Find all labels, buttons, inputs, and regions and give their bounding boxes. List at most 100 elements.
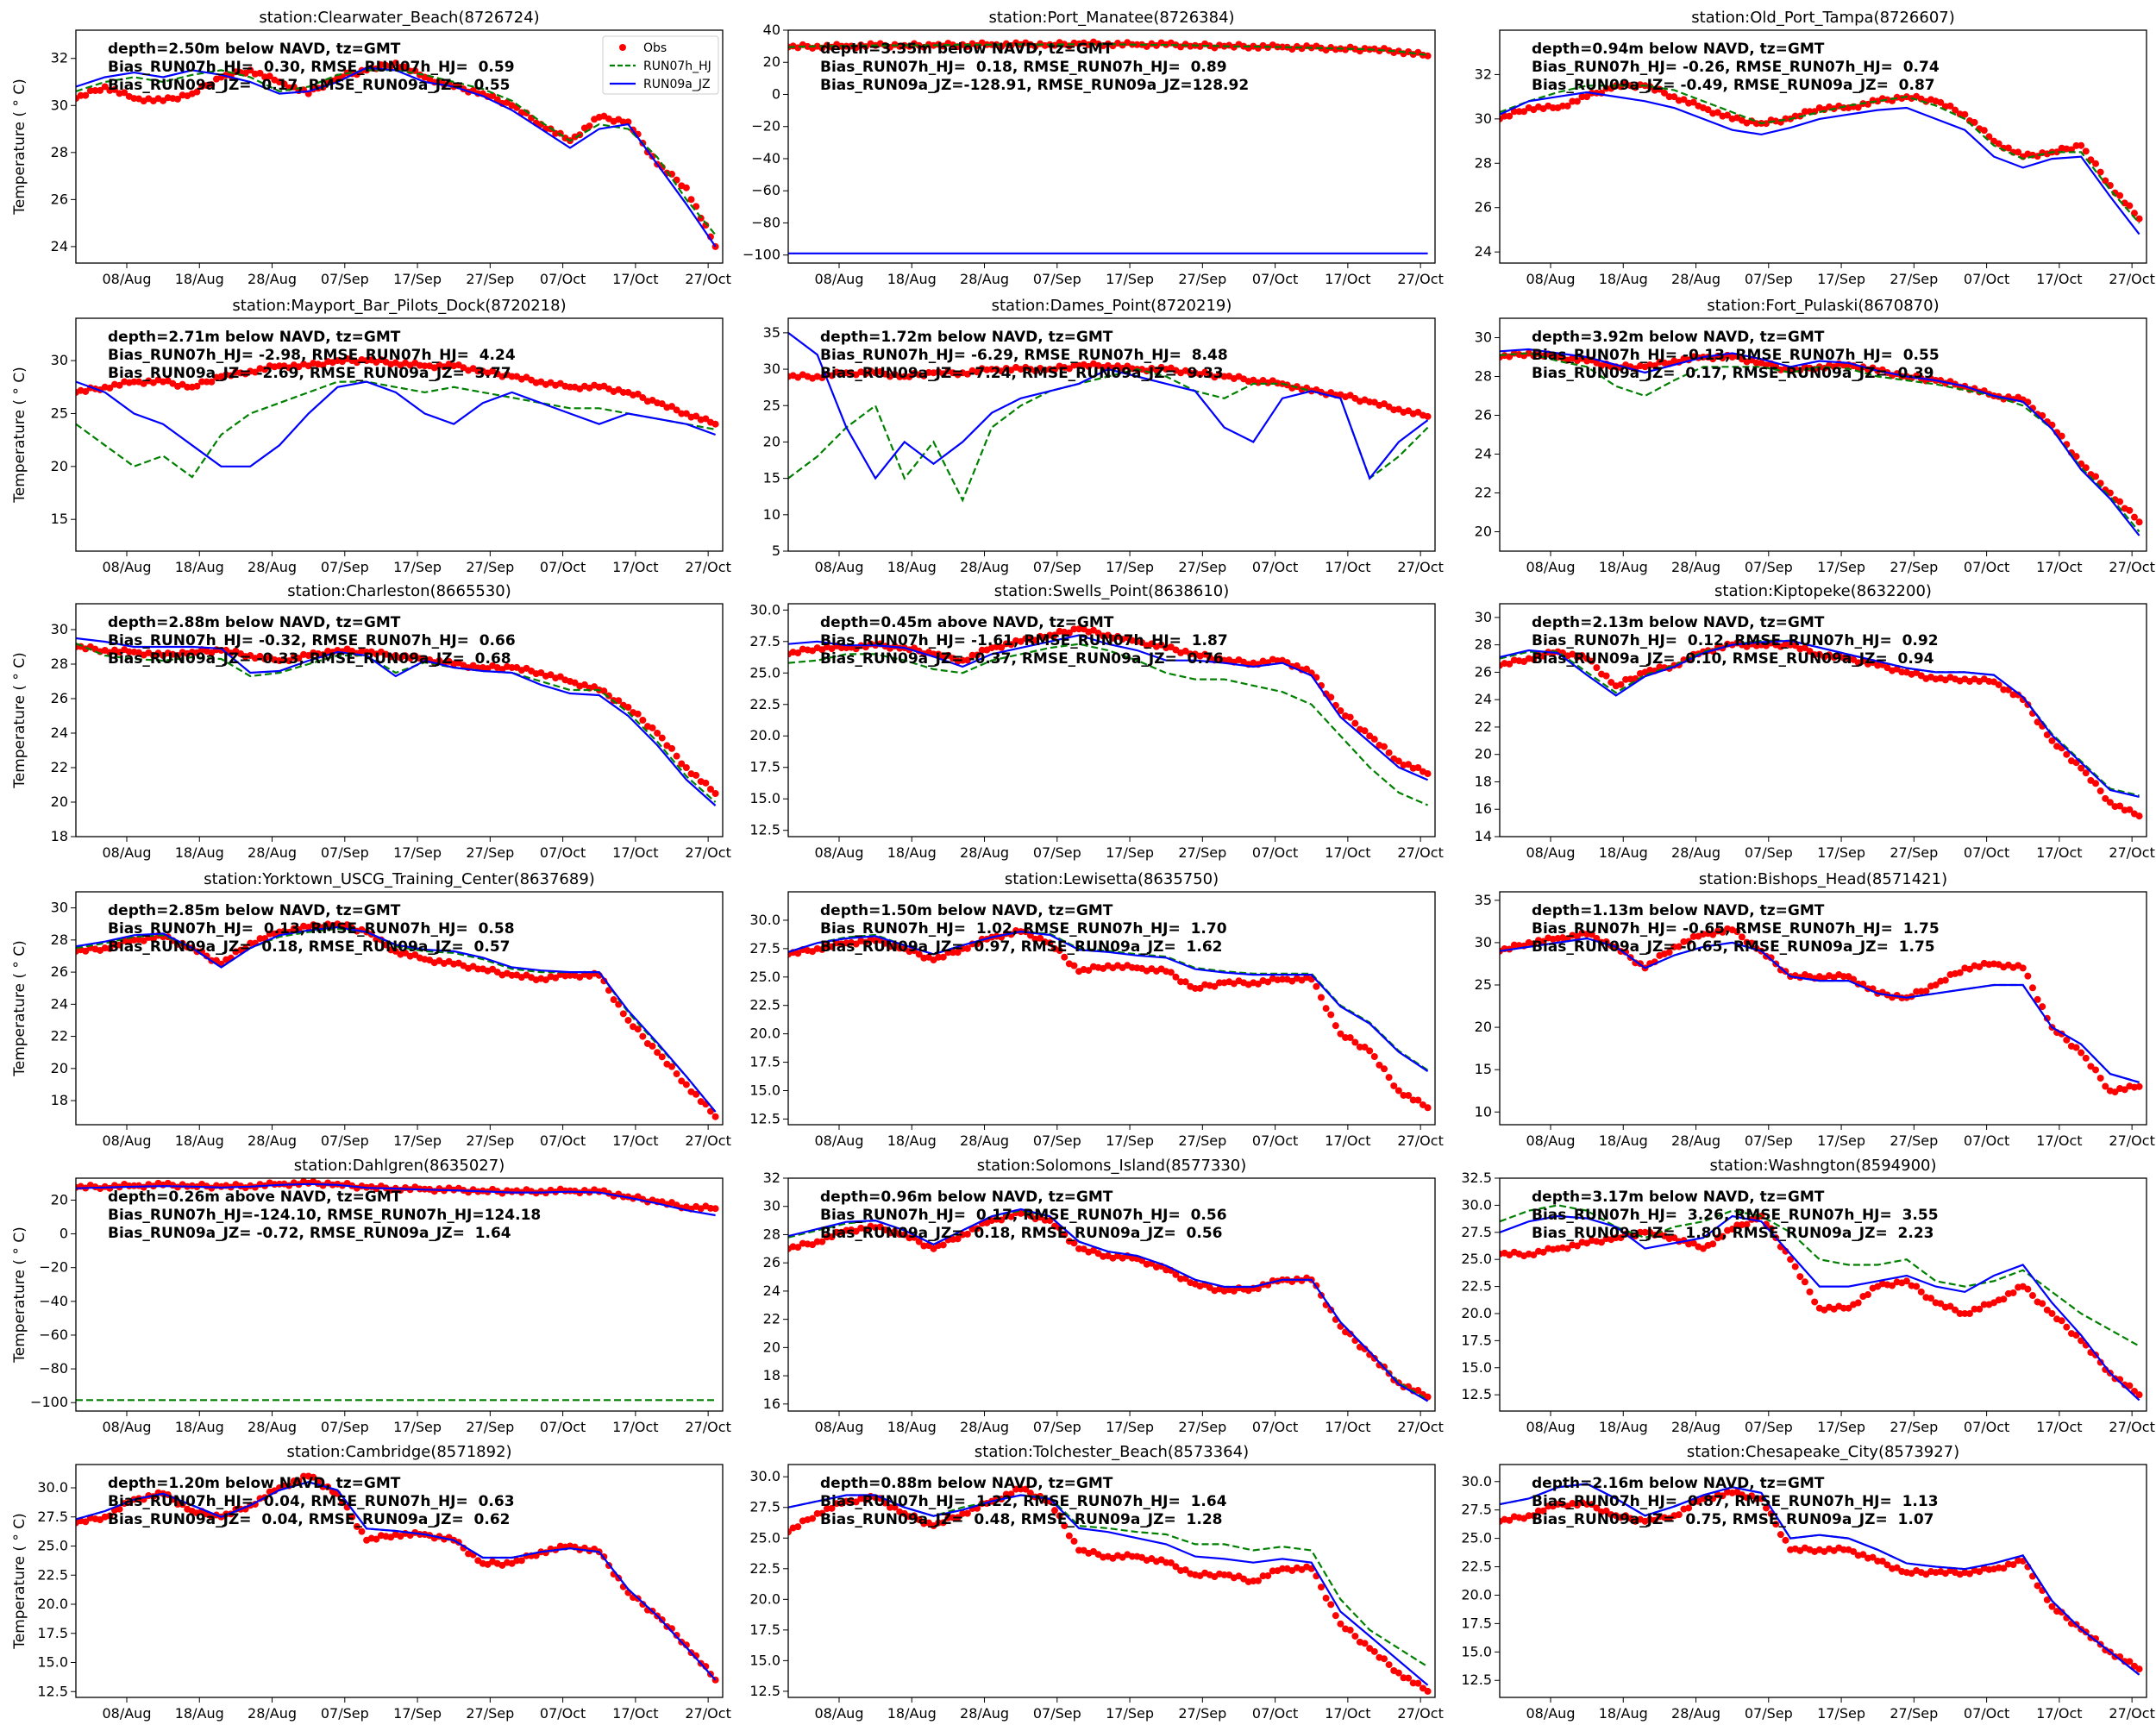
obs-point-interp: [1510, 108, 1518, 116]
panel-5: station:Dames_Point(8720219) 08/Aug 18/Aug…: [763, 297, 1444, 575]
run09a-jz-line: [76, 1182, 716, 1217]
obs-point-interp: [1070, 1537, 1078, 1545]
obs-point-interp: [2092, 473, 2100, 480]
y-tick-label: 20: [1475, 524, 1492, 540]
obs-point: [682, 184, 690, 191]
panel-title: station:Bishops_Head(8571421): [1699, 870, 1947, 888]
y-tick-label: 20.0: [749, 1026, 780, 1042]
obs-point-interp: [1782, 1536, 1789, 1544]
obs-point-interp: [935, 953, 943, 961]
obs-point-interp: [600, 687, 608, 695]
y-tick-label: 30: [51, 621, 68, 637]
panel-16: station:Cambridge(8571892) 08/Aug 18/Aug 28…: [11, 1443, 731, 1722]
obs-point-interp: [852, 645, 860, 653]
y-tick-label: 20.0: [37, 1596, 68, 1612]
obs-point-interp: [1530, 656, 1538, 663]
x-tick-label: 28/Aug: [1671, 271, 1720, 287]
obs-point-interp: [649, 1042, 656, 1050]
stats-annotation: Bias_RUN07h_HJ= -0.13, RMSE_RUN07h_HJ= 0…: [1532, 347, 1940, 364]
obs-point-interp: [1602, 672, 1610, 680]
x-tick-label: 18/Aug: [175, 1132, 224, 1149]
stats-annotation: Bias_RUN09a_JZ= 0.18, RMSE_RUN09a_JZ= 0.…: [820, 1225, 1222, 1242]
axes-frame: [75, 891, 724, 1126]
panel-10: station:Yorktown_USCG_Training_Center(86…: [11, 870, 731, 1149]
obs-point-interp: [1050, 366, 1058, 373]
x-tick-label: 17/Sep: [1817, 844, 1865, 861]
obs-point-interp: [1351, 719, 1359, 727]
x-tick-label: 17/Oct: [1325, 1419, 1370, 1435]
obs-point-interp: [634, 390, 642, 398]
obs-point-interp: [1602, 85, 1610, 92]
obs-point-interp: [610, 996, 617, 1004]
obs-point-interp: [1854, 1299, 1862, 1307]
obs-point-interp: [1381, 743, 1388, 750]
x-tick-label: 07/Sep: [1745, 271, 1793, 287]
y-tick-label: 25.0: [1461, 1530, 1492, 1546]
obs-point-interp: [706, 1107, 714, 1115]
y-tick-label: −60: [751, 182, 780, 198]
obs-point-interp: [116, 381, 123, 389]
x-tick-label: 27/Oct: [1397, 1705, 1443, 1722]
obs-point: [1075, 625, 1083, 633]
obs-point-interp: [1588, 931, 1595, 938]
obs-point: [392, 60, 399, 67]
panel-title: station:Clearwater_Beach(8726724): [259, 9, 539, 27]
obs-point-interp: [193, 88, 201, 96]
obs-point: [247, 66, 254, 74]
obs-point-interp: [198, 378, 206, 386]
obs-point-interp: [2009, 691, 2017, 699]
legend-box: [602, 35, 719, 95]
x-tick-label: 08/Aug: [1526, 271, 1575, 287]
x-tick-label: 18/Aug: [887, 1705, 937, 1722]
obs-point-interp: [1922, 988, 1930, 995]
obs-point-interp: [256, 69, 264, 77]
obs-point-interp: [1791, 642, 1799, 649]
y-tick-label: 28: [51, 144, 68, 160]
plot-area: [76, 920, 719, 1120]
obs-point-interp: [794, 649, 802, 657]
obs-point-interp: [1405, 761, 1413, 768]
obs-point-interp: [1588, 657, 1595, 665]
obs-point-interp: [227, 372, 235, 380]
y-tick-label: −80: [39, 1360, 68, 1377]
x-tick-label: 07/Oct: [540, 1705, 586, 1722]
obs-point-interp: [1976, 963, 1984, 970]
obs-point-interp: [1651, 362, 1658, 370]
x-tick-label: 28/Aug: [248, 271, 297, 287]
x-tick-label: 27/Sep: [1890, 844, 1938, 861]
obs-point: [682, 410, 690, 417]
x-tick-label: 17/Sep: [393, 271, 442, 287]
y-tick-label: 15: [1475, 1061, 1492, 1077]
y-tick-label: 16: [1475, 800, 1492, 817]
x-tick-label: 07/Oct: [540, 1132, 586, 1149]
stats-annotation: Bias_RUN09a_JZ= -0.49, RMSE_RUN09a_JZ= 0…: [1532, 77, 1935, 94]
obs-point-interp: [823, 1233, 830, 1241]
y-tick-label: 17.5: [1461, 1615, 1492, 1631]
y-tick-label: 20: [1475, 1019, 1492, 1035]
obs-point: [930, 1245, 937, 1252]
obs-point-interp: [1332, 1022, 1339, 1030]
x-tick-label: 17/Oct: [612, 1419, 658, 1435]
y-tick-label: 27.5: [1461, 1502, 1492, 1518]
y-tick-label: 12.5: [749, 1110, 780, 1126]
x-tick-label: 17/Sep: [393, 559, 442, 575]
obs-point: [654, 1049, 661, 1057]
x-tick-label: 07/Oct: [1964, 844, 2009, 861]
y-tick-label: 17.5: [749, 1622, 780, 1638]
obs-point-interp: [1070, 962, 1078, 969]
y-tick-label: 18: [1475, 773, 1492, 789]
y-tick-label: 25.0: [37, 1538, 68, 1554]
x-tick-label: 18/Aug: [175, 1705, 224, 1722]
obs-point-interp: [978, 646, 986, 654]
run09a-jz-line: [76, 66, 717, 248]
obs-point-interp: [1665, 949, 1673, 957]
obs-point-interp: [1506, 660, 1514, 668]
obs-point: [1279, 975, 1287, 983]
obs-point-interp: [2028, 1292, 2036, 1300]
obs-point-interp: [939, 953, 947, 961]
obs-point-interp: [1414, 1096, 1422, 1104]
y-tick-label: 24: [51, 995, 68, 1012]
obs-point-interp: [2087, 1063, 2095, 1070]
y-tick-label: 22: [1475, 718, 1492, 735]
obs-point-interp: [106, 944, 114, 952]
